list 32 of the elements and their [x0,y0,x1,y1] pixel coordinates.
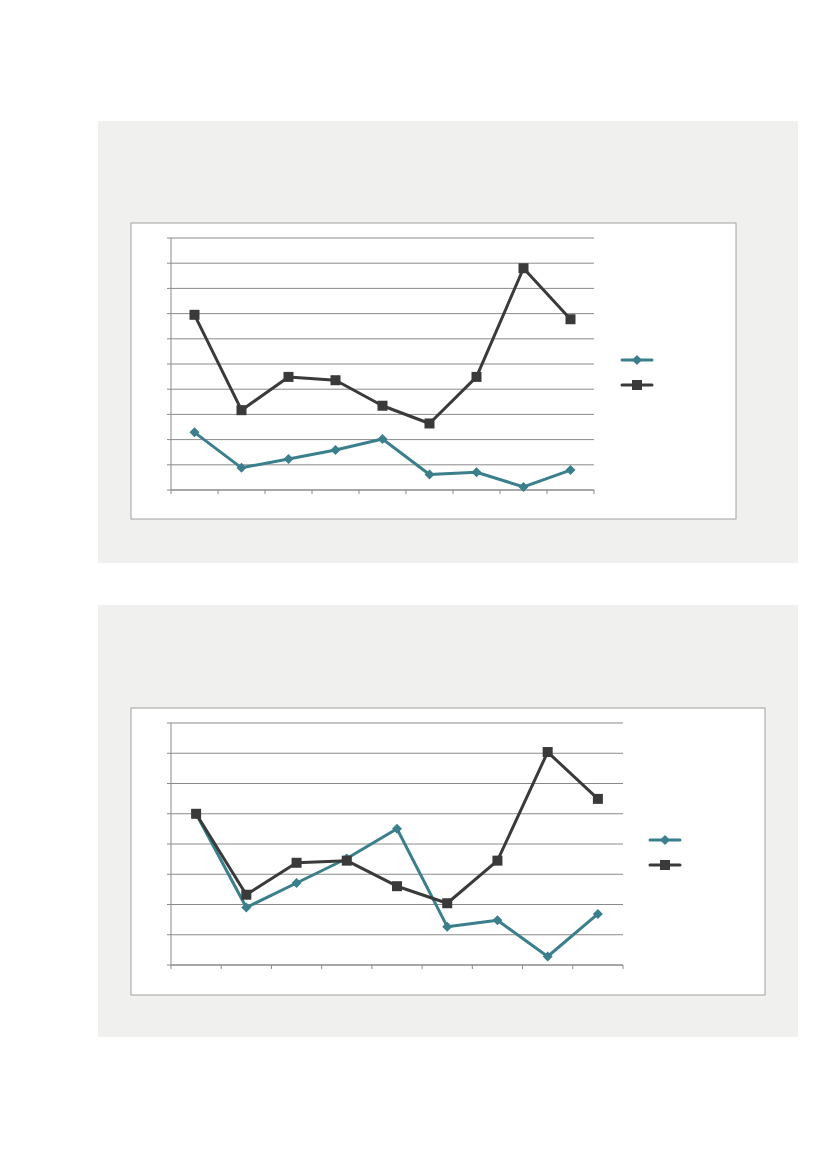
point [392,823,402,834]
point [592,793,603,804]
point [442,898,453,909]
point [542,747,553,758]
point [424,469,435,480]
point [424,418,435,429]
point [492,855,503,866]
point [565,465,576,476]
point [377,400,388,411]
point [283,371,294,382]
point [241,889,252,900]
point [518,263,529,274]
point [189,309,200,320]
point [330,375,341,386]
point [377,434,388,444]
point [542,951,553,962]
point [283,453,294,464]
point [565,314,576,325]
point [471,467,482,478]
point [442,921,453,932]
point [236,405,247,416]
point [291,878,302,889]
point [236,462,247,473]
point [492,915,503,926]
point [471,371,482,382]
point [518,481,529,492]
point [330,445,341,456]
point [241,902,252,913]
point [592,908,603,919]
point [189,427,200,438]
point [291,857,302,868]
point [392,881,402,892]
